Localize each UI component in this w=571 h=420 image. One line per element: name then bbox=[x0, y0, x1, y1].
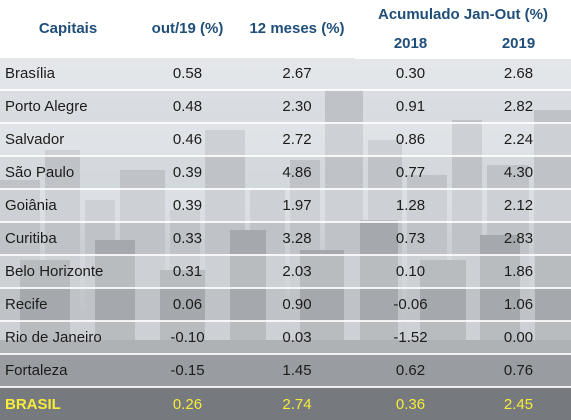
12-meses-cell: 1.97 bbox=[239, 189, 355, 223]
acumulado-2018-cell: 1.28 bbox=[355, 189, 466, 223]
acumulado-2018-cell: 0.73 bbox=[355, 222, 466, 256]
table-row: Brasília 0.58 2.67 0.30 2.68 bbox=[0, 57, 571, 91]
out19-cell: -0.10 bbox=[136, 321, 239, 355]
header-12-meses: 12 meses (%) bbox=[239, 0, 355, 58]
city-cell: Rio de Janeiro bbox=[0, 321, 136, 355]
city-cell: Recife bbox=[0, 288, 136, 322]
table-row: Fortaleza -0.15 1.45 0.62 0.76 bbox=[0, 354, 571, 388]
total-12-meses: 2.74 bbox=[239, 387, 355, 420]
12-meses-cell: 2.67 bbox=[239, 57, 355, 91]
total-label: BRASIL bbox=[0, 387, 136, 420]
table-row: Recife 0.06 0.90 -0.06 1.06 bbox=[0, 288, 571, 322]
acumulado-2018-cell: -0.06 bbox=[355, 288, 466, 322]
city-cell: São Paulo bbox=[0, 156, 136, 190]
acumulado-2018-cell: 0.10 bbox=[355, 255, 466, 289]
total-acumulado-2019: 2.45 bbox=[466, 387, 571, 420]
12-meses-cell: 3.28 bbox=[239, 222, 355, 256]
out19-cell: 0.06 bbox=[136, 288, 239, 322]
table-row: Belo Horizonte 0.31 2.03 0.10 1.86 bbox=[0, 255, 571, 289]
table-row: Porto Alegre 0.48 2.30 0.91 2.82 bbox=[0, 90, 571, 124]
table-row: Goiânia 0.39 1.97 1.28 2.12 bbox=[0, 189, 571, 223]
acumulado-2019-cell: 1.06 bbox=[466, 288, 571, 322]
out19-cell: 0.33 bbox=[136, 222, 239, 256]
city-cell: Curitiba bbox=[0, 222, 136, 256]
city-cell: Salvador bbox=[0, 123, 136, 157]
table-row: Salvador 0.46 2.72 0.86 2.24 bbox=[0, 123, 571, 157]
12-meses-cell: 2.72 bbox=[239, 123, 355, 157]
acumulado-2019-cell: 2.83 bbox=[466, 222, 571, 256]
acumulado-2018-cell: 0.91 bbox=[355, 90, 466, 124]
total-out19: 0.26 bbox=[136, 387, 239, 420]
acumulado-2019-cell: 2.82 bbox=[466, 90, 571, 124]
acumulado-2019-cell: 0.00 bbox=[466, 321, 571, 355]
header-out19: out/19 (%) bbox=[136, 0, 239, 58]
12-meses-cell: 2.03 bbox=[239, 255, 355, 289]
out19-cell: -0.15 bbox=[136, 354, 239, 388]
out19-cell: 0.39 bbox=[136, 189, 239, 223]
12-meses-cell: 0.90 bbox=[239, 288, 355, 322]
total-acumulado-2018: 0.36 bbox=[355, 387, 466, 420]
header-2018: 2018 bbox=[355, 30, 466, 59]
city-cell: Goiânia bbox=[0, 189, 136, 223]
acumulado-2018-cell: 0.62 bbox=[355, 354, 466, 388]
out19-cell: 0.58 bbox=[136, 57, 239, 91]
header-capitais: Capitais bbox=[0, 0, 136, 58]
table-row: São Paulo 0.39 4.86 0.77 4.30 bbox=[0, 156, 571, 190]
acumulado-2019-cell: 1.86 bbox=[466, 255, 571, 289]
12-meses-cell: 0.03 bbox=[239, 321, 355, 355]
12-meses-cell: 4.86 bbox=[239, 156, 355, 190]
acumulado-2019-cell: 2.24 bbox=[466, 123, 571, 157]
acumulado-2019-cell: 4.30 bbox=[466, 156, 571, 190]
out19-cell: 0.31 bbox=[136, 255, 239, 289]
acumulado-2018-cell: 0.30 bbox=[355, 57, 466, 91]
acumulado-2019-cell: 2.68 bbox=[466, 57, 571, 91]
acumulado-2018-cell: -1.52 bbox=[355, 321, 466, 355]
total-row-brasil: BRASIL 0.26 2.74 0.36 2.45 bbox=[0, 387, 571, 420]
acumulado-2018-cell: 0.86 bbox=[355, 123, 466, 157]
acumulado-2019-cell: 0.76 bbox=[466, 354, 571, 388]
12-meses-cell: 2.30 bbox=[239, 90, 355, 124]
out19-cell: 0.39 bbox=[136, 156, 239, 190]
out19-cell: 0.48 bbox=[136, 90, 239, 124]
city-cell: Brasília bbox=[0, 57, 136, 91]
table-row: Rio de Janeiro -0.10 0.03 -1.52 0.00 bbox=[0, 321, 571, 355]
12-meses-cell: 1.45 bbox=[239, 354, 355, 388]
city-cell: Fortaleza bbox=[0, 354, 136, 388]
city-cell: Porto Alegre bbox=[0, 90, 136, 124]
out19-cell: 0.46 bbox=[136, 123, 239, 157]
acumulado-2019-cell: 2.12 bbox=[466, 189, 571, 223]
city-cell: Belo Horizonte bbox=[0, 255, 136, 289]
header-2019: 2019 bbox=[466, 30, 571, 59]
header-acumulado: Acumulado Jan-Out (%) bbox=[355, 0, 571, 31]
table-row: Curitiba 0.33 3.28 0.73 2.83 bbox=[0, 222, 571, 256]
acumulado-2018-cell: 0.77 bbox=[355, 156, 466, 190]
